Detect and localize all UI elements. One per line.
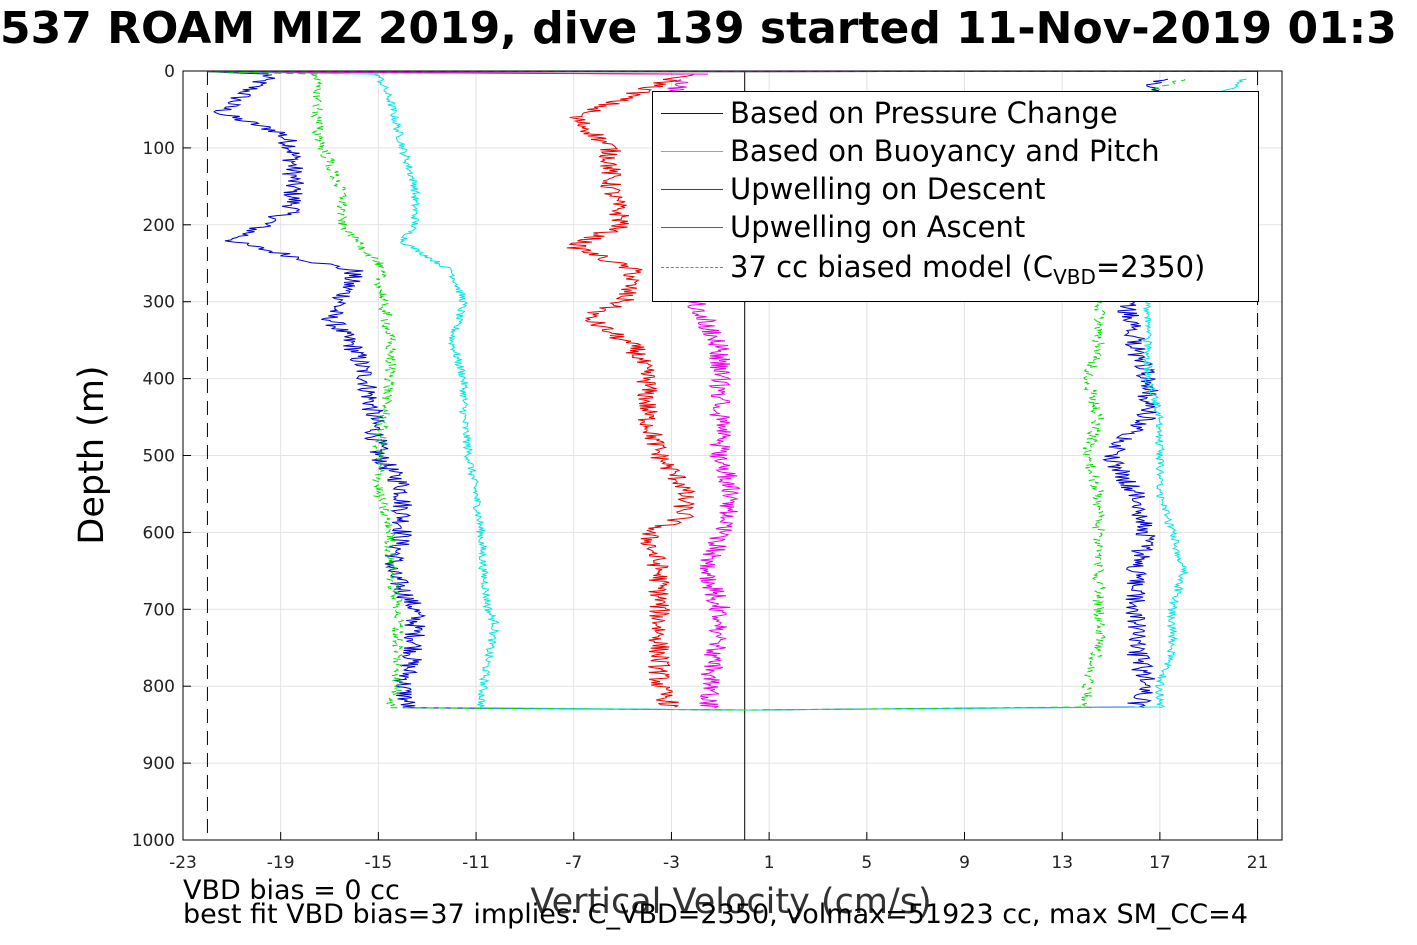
footer-vbd-bias: VBD bias = 0 cc: [183, 875, 400, 906]
series-descent-path: [374, 74, 500, 708]
y-tick-label: 300: [143, 293, 175, 313]
legend: Based on Pressure Change Based on Buoyan…: [652, 91, 1259, 302]
x-tick-label: 17: [1149, 853, 1171, 873]
y-tick-label: 700: [143, 600, 175, 620]
legend-label: Based on Pressure Change: [730, 96, 1118, 130]
chart-title: 537 ROAM MIZ 2019, dive 139 started 11-N…: [0, 3, 1397, 54]
x-tick-label: -3: [663, 853, 680, 873]
y-tick-label: 100: [143, 139, 175, 159]
y-tick-label: 500: [143, 447, 175, 467]
y-ticks: 0 100 200 300 400 500 600 700 800 900 1000: [132, 62, 191, 851]
legend-swatch: [661, 227, 723, 228]
legend-item-buoyancy-pitch: Based on Buoyancy and Pitch: [653, 132, 1258, 170]
x-tick-label: 13: [1051, 853, 1073, 873]
series-descent-path: [213, 74, 427, 708]
x-tick-label: -19: [267, 853, 295, 873]
x-tick-label: -23: [169, 853, 197, 873]
y-tick-label: 600: [143, 523, 175, 543]
series-surface-spike: [207, 70, 1258, 75]
legend-item-upwelling-descent: Upwelling on Descent: [653, 170, 1258, 208]
legend-swatch: [661, 189, 723, 190]
legend-label: Based on Buoyancy and Pitch: [730, 134, 1160, 168]
x-tick-label: -11: [462, 853, 490, 873]
footer-best-fit: best fit VBD bias=37 implies: C_VBD=2350…: [183, 899, 1248, 930]
legend-label: Upwelling on Ascent: [730, 210, 1026, 244]
y-tick-label: 800: [143, 677, 175, 697]
y-tick-label: 400: [143, 370, 175, 390]
y-tick-label: 900: [143, 754, 175, 774]
legend-item-pressure-change: Based on Pressure Change: [653, 94, 1258, 132]
y-tick-label: 1000: [132, 831, 175, 851]
x-axis-label: Vertical Velocity (cm/s): [530, 882, 931, 922]
legend-item-upwelling-ascent: Upwelling on Ascent: [653, 208, 1258, 246]
legend-swatch: [661, 151, 723, 152]
x-ticks: -23 -19 -15 -11 -7 -3 1 5 9 13 17 21: [169, 832, 1268, 873]
legend-item-biased-model: 37 cc biased model (CVBD=2350): [653, 248, 1258, 289]
y-tick-label: 0: [164, 62, 175, 82]
x-tick-label: 21: [1247, 853, 1269, 873]
x-tick-label: -7: [565, 853, 582, 873]
legend-swatch: [661, 113, 723, 114]
series-4: [207, 70, 1258, 711]
legend-label: 37 cc biased model (CVBD=2350): [730, 250, 1206, 289]
series-descent-path: [310, 74, 405, 708]
legend-swatch: [661, 267, 723, 268]
x-tick-label: 1: [764, 853, 775, 873]
legend-label: Upwelling on Descent: [730, 172, 1046, 206]
y-axis-label: Depth (m): [72, 365, 112, 544]
series-ascent-path: [1079, 78, 1186, 709]
x-tick-label: 5: [861, 853, 872, 873]
series-bottom-transition: [390, 706, 1087, 711]
y-tick-label: 200: [143, 216, 175, 236]
x-tick-label: 9: [959, 853, 970, 873]
x-tick-label: -15: [364, 853, 392, 873]
series-descent-path: [566, 74, 697, 708]
